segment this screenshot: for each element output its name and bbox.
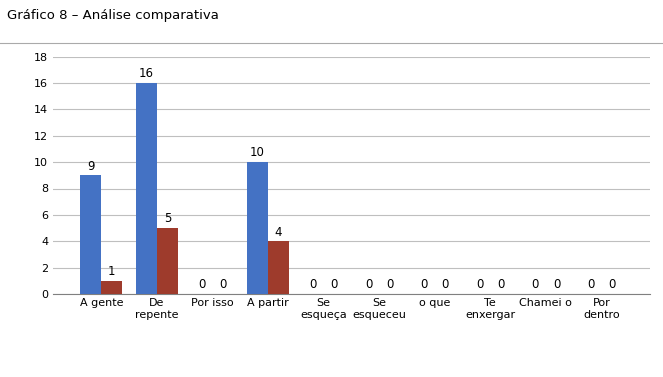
Text: 0: 0: [310, 279, 317, 291]
Text: 1: 1: [108, 265, 115, 278]
Text: 0: 0: [386, 279, 393, 291]
Bar: [101, 281, 123, 294]
Text: 0: 0: [609, 279, 616, 291]
Bar: [268, 241, 289, 294]
Text: 0: 0: [532, 279, 539, 291]
Text: 0: 0: [587, 279, 595, 291]
Text: 0: 0: [476, 279, 483, 291]
Bar: [136, 83, 157, 294]
Text: 0: 0: [553, 279, 560, 291]
Text: 5: 5: [164, 213, 171, 225]
Text: 0: 0: [219, 279, 227, 291]
Bar: [247, 162, 268, 294]
Text: 0: 0: [420, 279, 428, 291]
Text: Gráfico 8 – Análise comparativa: Gráfico 8 – Análise comparativa: [7, 9, 219, 22]
Text: 9: 9: [87, 160, 94, 173]
Text: 10: 10: [250, 147, 265, 159]
Bar: [80, 175, 101, 294]
Text: 0: 0: [330, 279, 338, 291]
Text: 0: 0: [365, 279, 373, 291]
Text: 16: 16: [139, 67, 154, 80]
Text: 0: 0: [442, 279, 449, 291]
Bar: [157, 228, 178, 294]
Text: 0: 0: [198, 279, 206, 291]
Text: 0: 0: [497, 279, 505, 291]
Text: 4: 4: [275, 226, 282, 239]
